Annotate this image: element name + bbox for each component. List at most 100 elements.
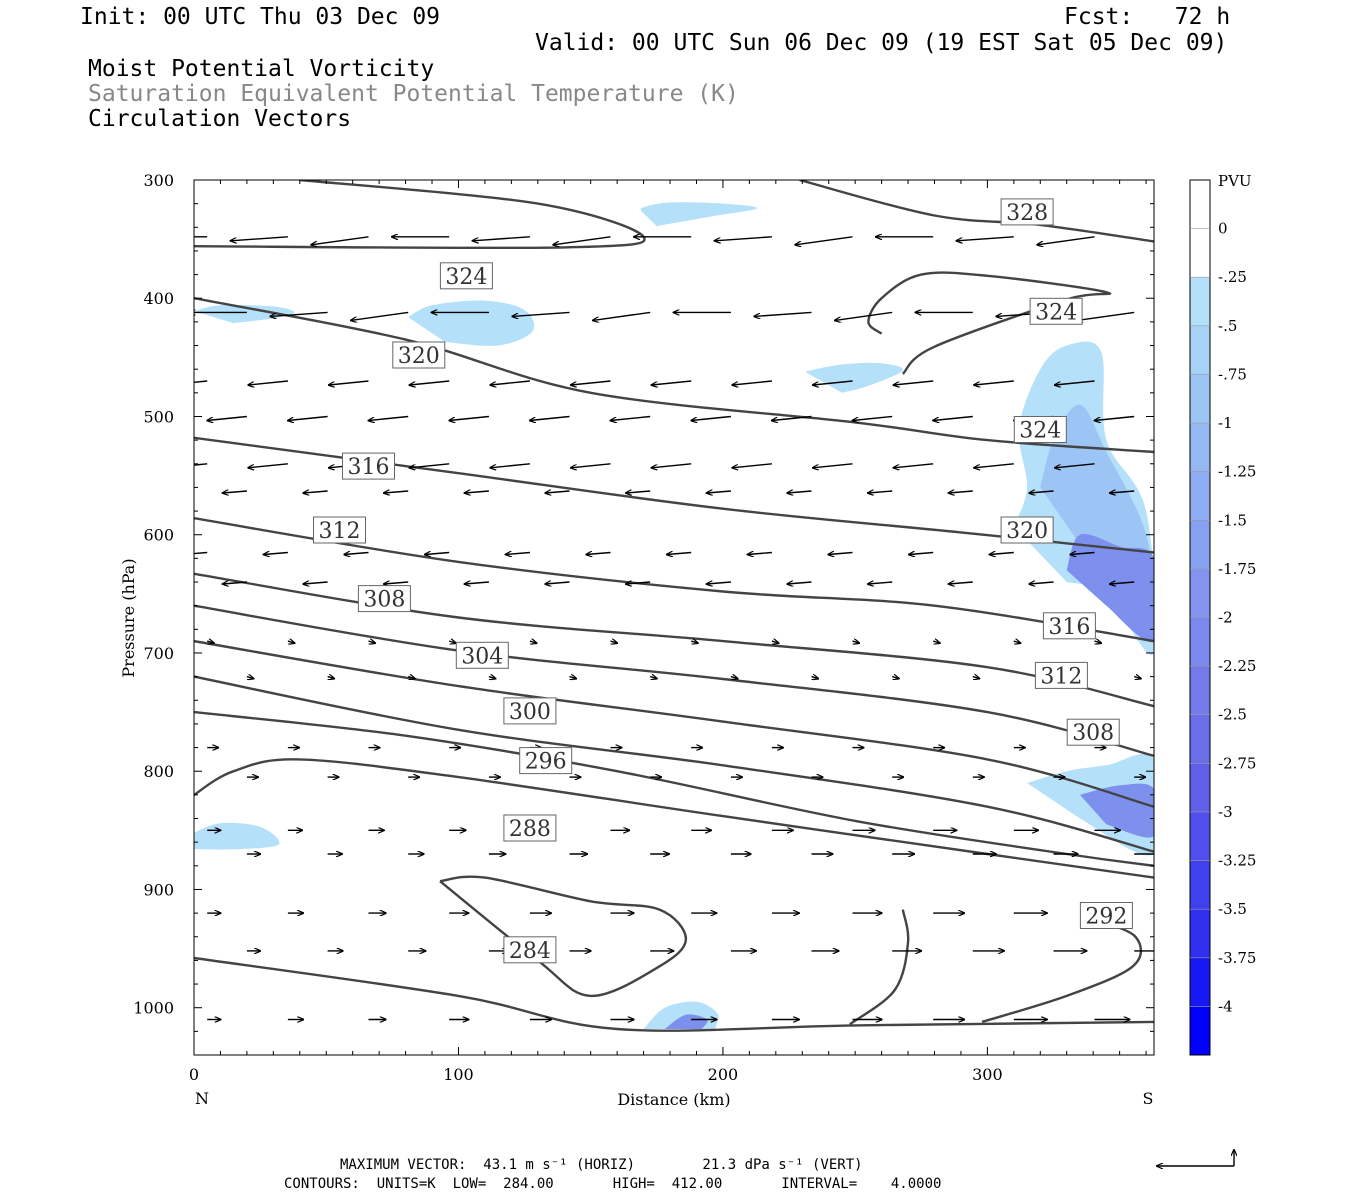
contour-label: 312 — [319, 519, 361, 544]
circulation-vector — [707, 582, 731, 584]
contour-label-box — [1034, 661, 1088, 689]
colorbar-swatch — [1190, 228, 1210, 278]
circulation-vector — [368, 641, 376, 643]
circulation-vector — [194, 380, 208, 384]
y-tick-label: 300 — [143, 171, 174, 190]
colorbar-label: -2.75 — [1218, 754, 1256, 772]
circulation-vector — [287, 641, 295, 643]
theta-contour-line — [194, 710, 1154, 867]
colorbar-swatch — [1190, 277, 1210, 327]
pv-region — [194, 822, 280, 850]
contour-label-box — [1079, 902, 1133, 929]
circulation-vector — [811, 677, 819, 679]
x-tick-label: 0 — [189, 1065, 199, 1084]
circulation-vector — [891, 677, 899, 679]
contour-label-box — [342, 452, 395, 480]
colorbar-swatch — [1190, 666, 1210, 716]
colorbar-swatch — [1190, 423, 1210, 473]
colorbar-label: -2 — [1218, 609, 1233, 627]
circulation-vector — [1013, 641, 1021, 643]
circulation-vector — [1094, 641, 1102, 643]
circulation-vector — [410, 463, 450, 468]
pv-region — [804, 362, 904, 393]
pv-region — [1066, 533, 1154, 643]
circulation-vector — [1070, 553, 1095, 555]
circulation-vector — [1095, 415, 1135, 421]
circulation-vector — [448, 641, 456, 643]
colorbar-label: -1.25 — [1218, 463, 1256, 481]
circulation-vector — [894, 463, 934, 468]
circulation-vector — [974, 380, 1014, 385]
field-title-mpv: Moist Potential Vorticity — [88, 56, 435, 82]
circulation-vector — [990, 553, 1014, 555]
circulation-vector — [868, 582, 893, 584]
contour-label: 308 — [363, 588, 405, 613]
contour-label-box — [455, 641, 509, 669]
contour-label-box — [1013, 416, 1067, 443]
colorbar-swatch — [1190, 520, 1210, 570]
contour-label: 284 — [509, 939, 551, 964]
contour-label: 292 — [1085, 905, 1127, 930]
circulation-vector — [264, 553, 288, 555]
circulation-vector — [772, 415, 812, 421]
circulation-vector — [465, 582, 489, 584]
contour-label: 300 — [509, 700, 551, 725]
circulation-vector — [909, 553, 934, 555]
circulation-vector — [545, 491, 570, 493]
circulation-vector — [932, 641, 940, 643]
circulation-vector — [748, 553, 772, 555]
y-tick-label: 400 — [143, 289, 174, 308]
circulation-vector — [949, 582, 973, 584]
contour-label: 324 — [1035, 300, 1077, 325]
circulation-vector — [288, 415, 328, 421]
colorbar-label: -3.75 — [1218, 949, 1256, 967]
circulation-vector — [707, 491, 731, 493]
circulation-vector — [369, 415, 409, 421]
circulation-vector — [732, 463, 772, 468]
y-tick-label: 800 — [143, 762, 174, 781]
colorbar-swatch — [1190, 568, 1210, 618]
circulation-vector — [1110, 491, 1135, 493]
circulation-vector — [473, 236, 530, 241]
circulation-vector — [1055, 463, 1095, 468]
circulation-vector — [270, 311, 328, 316]
y-tick-label: 500 — [143, 407, 174, 426]
circulation-vector — [610, 641, 618, 643]
colorbar-swatch — [1190, 957, 1210, 1007]
circulation-vector — [949, 491, 973, 493]
contour-label: 324 — [1019, 419, 1061, 444]
theta-contour-line — [194, 297, 1154, 454]
forecast-hour: Fcst: 72 h — [1064, 4, 1231, 30]
colorbar-swatch — [1190, 714, 1210, 764]
contour-label-box — [519, 747, 573, 775]
circulation-vector — [410, 380, 450, 385]
y-axis-label: Pressure (hPa) — [119, 558, 138, 677]
y-tick-label: 1000 — [133, 999, 174, 1018]
colorbar-label: -4 — [1218, 997, 1233, 1015]
contour-label-box — [1000, 516, 1054, 544]
theta-contour-line — [799, 180, 1154, 243]
circulation-vector — [231, 236, 288, 241]
contour-label: 316 — [1048, 615, 1090, 640]
circulation-vector — [506, 553, 530, 555]
circulation-vector — [732, 380, 772, 385]
circulation-vector — [933, 415, 973, 421]
theta-contour-line — [194, 604, 1154, 757]
circulation-vector — [194, 463, 208, 466]
circulation-vector — [384, 582, 409, 584]
circulation-vectors — [194, 236, 1154, 1020]
circulation-vector — [194, 551, 208, 555]
circulation-vector — [553, 236, 611, 245]
reference-vector — [1157, 1150, 1234, 1166]
plot-frame — [193, 179, 1155, 1056]
contour-label-box — [357, 585, 411, 613]
circulation-vector — [853, 415, 893, 421]
contour-label: 308 — [1072, 721, 1114, 746]
footer-contour-info: CONTOURS: UNITS=K LOW= 284.00 HIGH= 412.… — [284, 1176, 942, 1192]
contour-label: 288 — [509, 817, 551, 842]
x-axis-label: Distance (km) — [617, 1090, 730, 1109]
pv-region — [664, 1014, 708, 1029]
circulation-vector — [667, 553, 692, 555]
circulation-vector — [730, 677, 738, 679]
